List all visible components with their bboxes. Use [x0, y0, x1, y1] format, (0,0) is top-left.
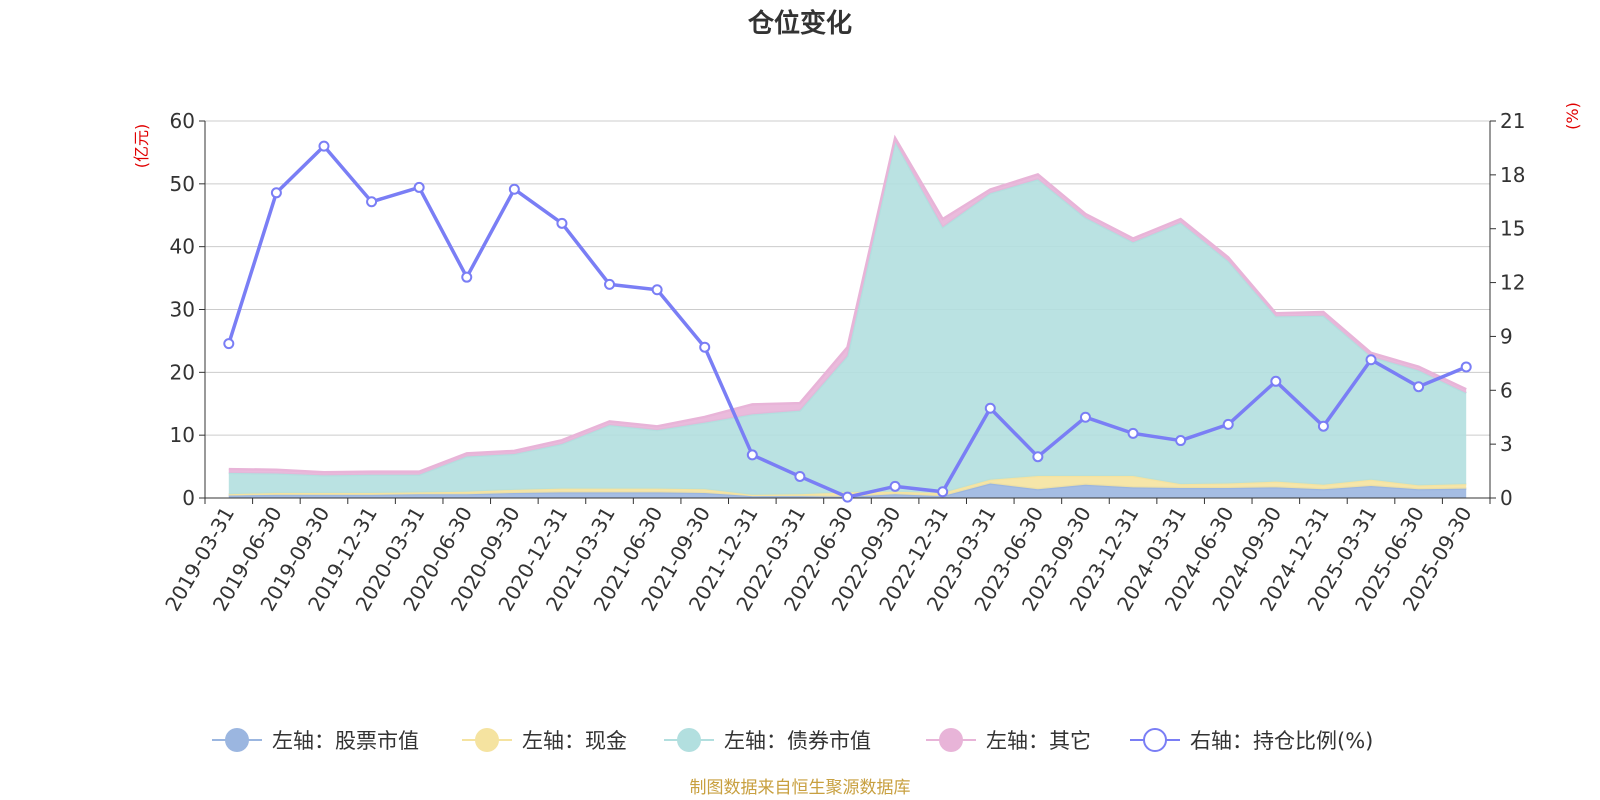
- right-tick-label: 0: [1500, 486, 1513, 510]
- stacked-areas: [228, 134, 1467, 498]
- right-tick-label: 18: [1500, 163, 1525, 187]
- legend-item-3[interactable]: 左轴：其它: [926, 728, 1091, 753]
- position-ratio-line: [223, 140, 1472, 503]
- ratio-point: [1032, 451, 1044, 463]
- ratio-point: [556, 217, 568, 229]
- legend-label: 右轴：持仓比例(%): [1190, 729, 1373, 753]
- left-axis-unit: (亿元): [132, 124, 151, 169]
- legend-marker: [225, 728, 249, 752]
- left-tick-label: 50: [170, 172, 195, 196]
- left-tick-label: 60: [170, 109, 195, 133]
- legend-label: 左轴：股票市值: [272, 729, 419, 753]
- data-source-note: 制图数据来自恒生聚源数据库: [690, 778, 911, 798]
- ratio-point: [746, 449, 758, 461]
- legend[interactable]: 左轴：股票市值 左轴：现金 左轴：债券市值 左轴：其它 右轴：持仓比例(%): [212, 728, 1373, 753]
- right-tick-label: 21: [1500, 109, 1525, 133]
- ratio-point: [461, 271, 473, 283]
- left-tick-label: 10: [170, 423, 195, 447]
- ratio-point: [1175, 435, 1187, 447]
- ratio-point: [413, 181, 425, 193]
- legend-item-1[interactable]: 左轴：现金: [462, 728, 627, 753]
- area-series-2: [228, 141, 1467, 495]
- legend-item-2[interactable]: 左轴：债券市值: [664, 728, 871, 753]
- legend-label: 左轴：债券市值: [724, 729, 871, 753]
- ratio-point: [1413, 381, 1425, 393]
- right-tick-label: 6: [1500, 378, 1513, 402]
- ratio-point: [1317, 420, 1329, 432]
- ratio-point: [270, 187, 282, 199]
- legend-marker: [475, 728, 499, 752]
- ratio-point: [699, 341, 711, 353]
- ratio-point: [1222, 418, 1234, 430]
- ratio-point: [1079, 411, 1091, 423]
- legend-label: 左轴：现金: [522, 729, 627, 753]
- legend-label: 左轴：其它: [986, 729, 1091, 753]
- ratio-point: [842, 491, 853, 503]
- legend-marker: [677, 728, 701, 752]
- area-edge-2: [228, 138, 1467, 477]
- ratio-point: [1365, 354, 1377, 366]
- right-tick-label: 3: [1500, 432, 1513, 456]
- area-edge-3: [228, 134, 1467, 474]
- ratio-point: [794, 470, 806, 482]
- area-series-0: [228, 483, 1467, 498]
- right-axis-unit: (%): [1563, 102, 1582, 130]
- legend-marker: [939, 728, 963, 752]
- right-tick-label: 15: [1500, 217, 1525, 241]
- legend-item-4[interactable]: 右轴：持仓比例(%): [1130, 728, 1373, 753]
- ratio-point: [937, 486, 949, 498]
- chart-title: 仓位变化: [747, 8, 852, 39]
- left-tick-label: 40: [170, 235, 195, 259]
- legend-marker: [1143, 728, 1167, 752]
- ratio-point: [223, 338, 235, 350]
- ratio-point: [1270, 375, 1282, 387]
- legend-item-0[interactable]: 左轴：股票市值: [212, 728, 419, 753]
- left-tick-label: 30: [170, 298, 195, 322]
- right-tick-label: 9: [1500, 324, 1513, 348]
- right-tick-label: 12: [1500, 271, 1525, 295]
- ratio-point: [604, 278, 616, 290]
- left-tick-label: 0: [182, 486, 195, 510]
- ratio-point: [366, 196, 378, 208]
- left-tick-label: 20: [170, 360, 195, 384]
- ratio-point: [984, 402, 996, 414]
- ratio-point: [651, 284, 663, 296]
- ratio-point: [1127, 427, 1139, 439]
- ratio-point: [318, 140, 330, 152]
- ratio-point: [508, 183, 520, 195]
- ratio-point: [1460, 361, 1472, 373]
- ratio-point: [889, 480, 901, 492]
